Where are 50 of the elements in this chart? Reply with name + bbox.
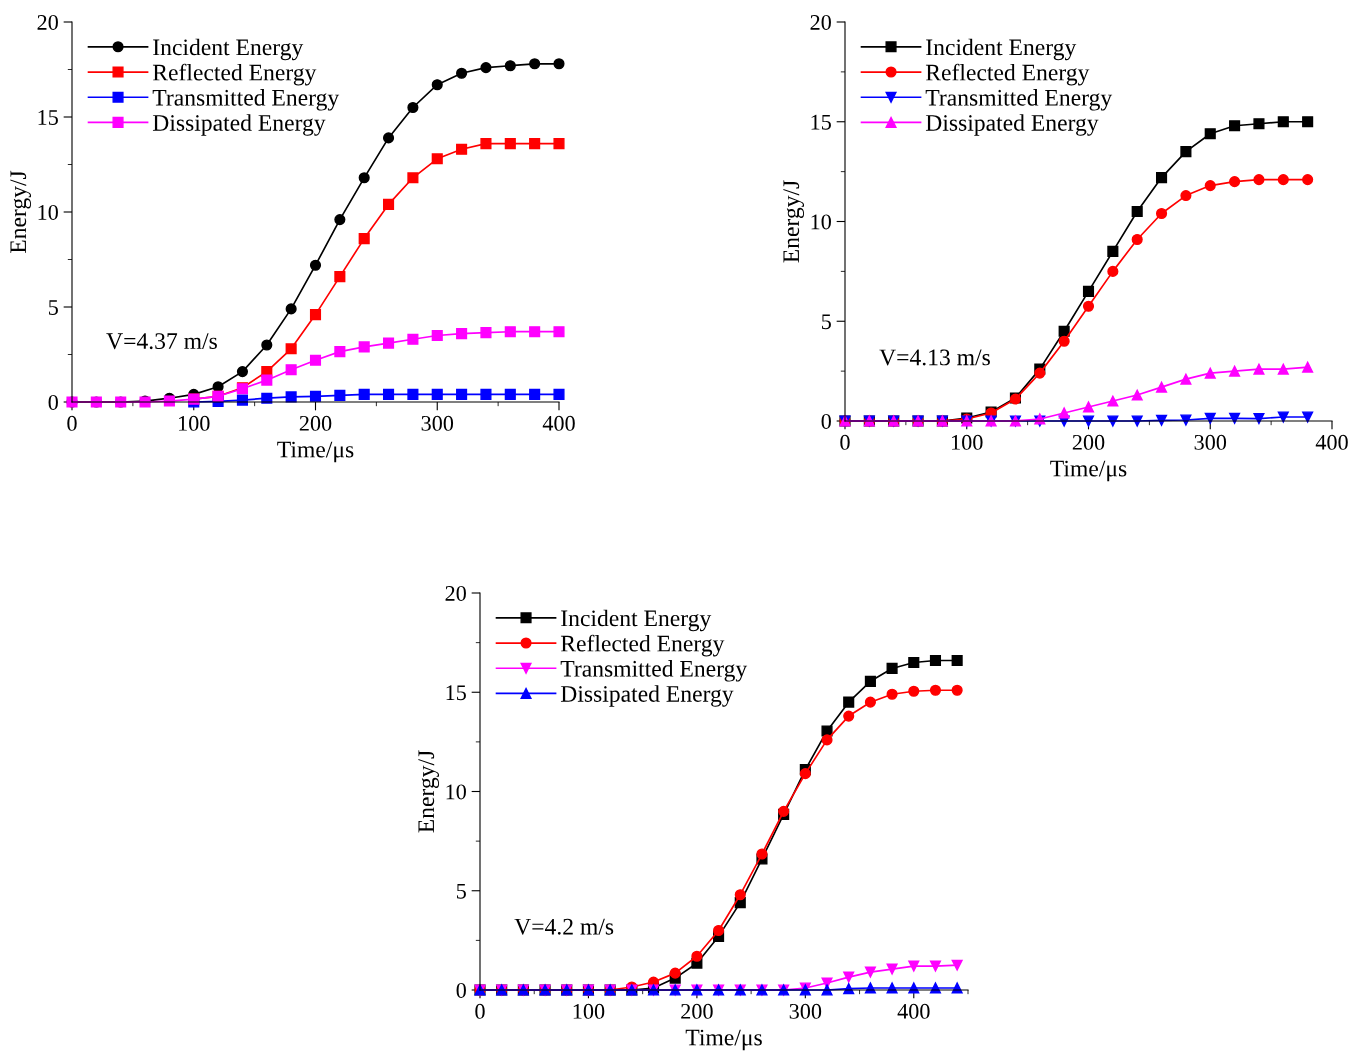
y-axis-title: Energy/J (783, 180, 805, 263)
annotation: V=4.2 m/s (514, 918, 614, 935)
legend-label: Reflected Energy (560, 634, 725, 657)
y-tick-label: 20 (810, 14, 831, 30)
x-axis-title: Time/μs (277, 441, 354, 463)
legend-label: Dissipated Energy (152, 114, 326, 136)
x-tick-label: 100 (573, 1003, 605, 1019)
legend-label: Reflected Energy (925, 63, 1090, 86)
legend-label: Transmitted Energy (152, 89, 340, 111)
y-tick-label: 10 (446, 784, 466, 800)
x-tick-label: 100 (952, 434, 983, 450)
x-tick-label: 200 (681, 1003, 713, 1019)
y-tick-label: 5 (456, 883, 466, 899)
legend-label: Transmitted Energy (560, 660, 748, 682)
x-tick-label: 0 (475, 1003, 485, 1019)
y-tick-label: 20 (37, 14, 58, 30)
annotation: V=4.13 m/s (879, 349, 990, 366)
legend-label: Incident Energy (153, 38, 304, 61)
x-tick-label: 200 (1072, 434, 1105, 450)
y-tick-label: 0 (456, 982, 466, 998)
legend-label: Reflected Energy (152, 63, 317, 86)
y-tick-label: 15 (446, 685, 466, 701)
x-tick-label: 200 (299, 415, 332, 431)
y-tick-label: 5 (48, 300, 58, 315)
y-axis-title: Energy/J (10, 170, 32, 254)
x-tick-label: 400 (542, 415, 575, 431)
y-tick-label: 15 (811, 114, 831, 130)
y-tick-label: 10 (38, 204, 58, 220)
x-axis-title: Time/μs (1050, 460, 1127, 482)
legend-label: Transmitted Energy (925, 89, 1113, 111)
y-tick-label: 20 (445, 585, 466, 601)
legend-label: Incident Energy (926, 38, 1077, 61)
x-tick-label: 300 (789, 1003, 822, 1019)
x-tick-label: 300 (1194, 434, 1227, 450)
y-tick-label: 0 (48, 394, 58, 410)
y-tick-label: 15 (38, 110, 58, 125)
annotation: V=4.37 m/s (106, 333, 217, 350)
y-tick-label: 5 (821, 314, 831, 330)
x-tick-label: 100 (179, 415, 210, 431)
x-tick-label: 300 (421, 415, 454, 431)
x-tick-label: 400 (1315, 434, 1348, 450)
x-tick-label: 400 (897, 1003, 930, 1019)
x-tick-label: 0 (67, 415, 77, 431)
y-axis-title: Energy/J (418, 750, 440, 833)
legend-label: Dissipated Energy (925, 114, 1099, 136)
x-tick-label: 0 (840, 434, 850, 450)
legend-label: Dissipated Energy (560, 685, 734, 707)
legend-label: Incident Energy (561, 609, 712, 632)
x-axis-title: Time/μs (685, 1029, 762, 1051)
y-tick-label: 10 (811, 214, 831, 230)
